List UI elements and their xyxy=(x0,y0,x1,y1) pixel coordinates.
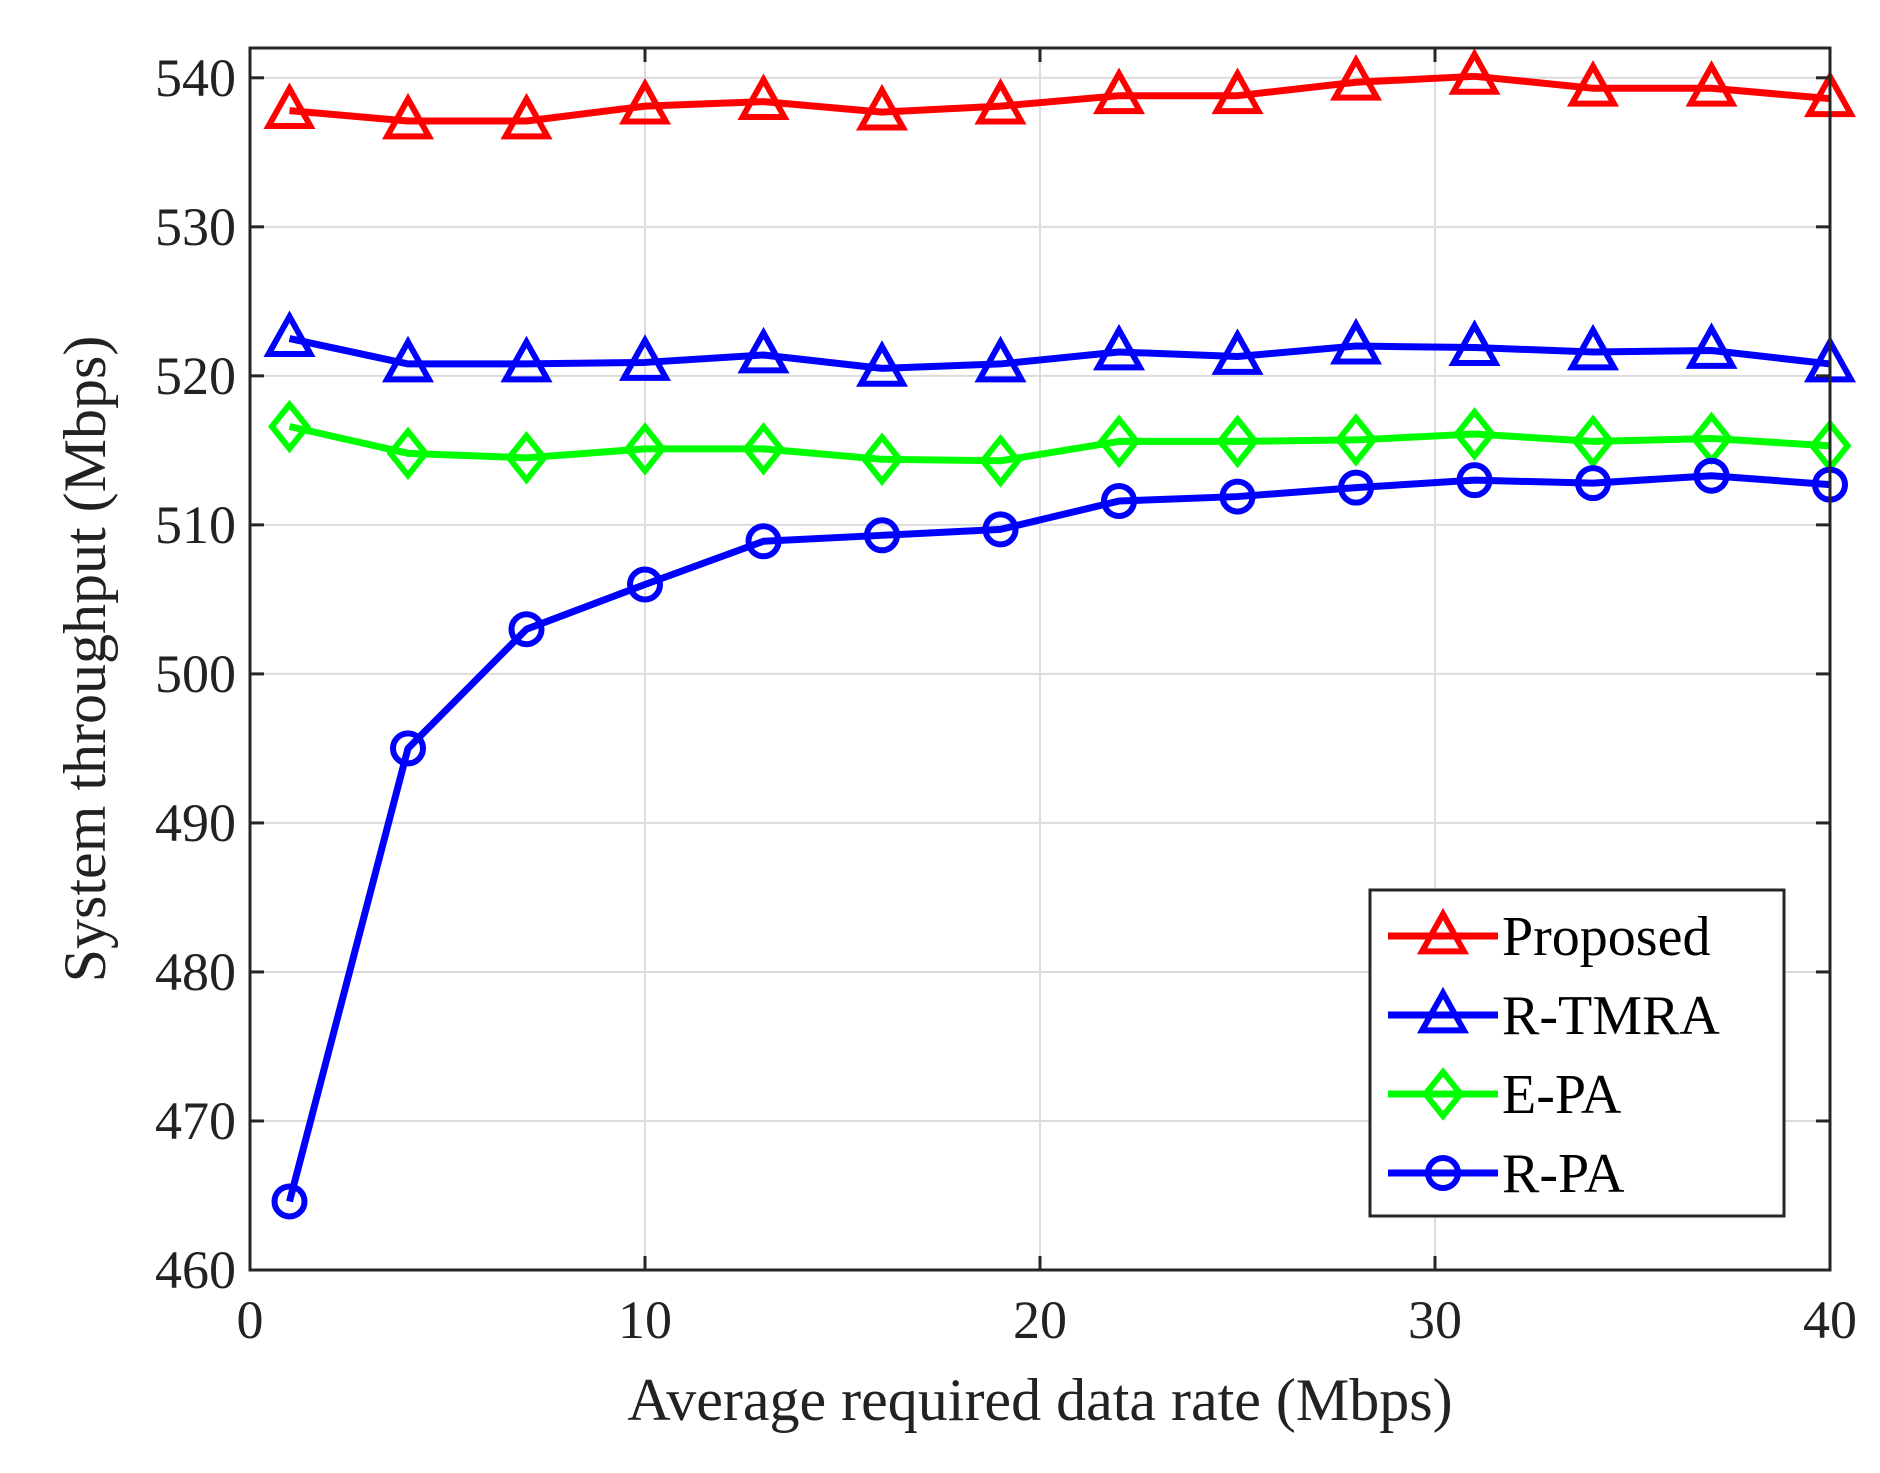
data-point xyxy=(737,326,790,374)
data-point xyxy=(618,334,672,381)
series-lines xyxy=(263,48,1857,1220)
data-point xyxy=(1685,60,1738,107)
data-point xyxy=(508,611,545,648)
y-tick-label: 520 xyxy=(155,346,236,406)
data-point xyxy=(1092,67,1146,115)
data-point xyxy=(1101,483,1137,520)
x-axis-title: Average required data rate (Mbps) xyxy=(627,1367,1452,1433)
x-tick-label: 30 xyxy=(1408,1290,1462,1350)
data-point xyxy=(1334,413,1378,467)
y-axis-title: System throughput (Mbps) xyxy=(52,336,118,983)
data-point xyxy=(860,432,904,487)
data-point xyxy=(974,77,1027,125)
y-tick-labels: 460 470 480 490 500 510 520 530 540 xyxy=(155,48,236,1300)
data-point xyxy=(1566,60,1620,107)
series-line xyxy=(288,335,1831,372)
legend-marker xyxy=(1421,1067,1465,1121)
series-r-pa xyxy=(271,457,1848,1220)
y-tick-label: 540 xyxy=(155,48,236,108)
data-point xyxy=(1338,469,1374,506)
data-point xyxy=(974,335,1027,383)
data-point xyxy=(855,83,909,131)
data-point xyxy=(1575,465,1611,502)
data-point xyxy=(381,92,435,140)
y-tick-label: 490 xyxy=(155,793,236,853)
data-point xyxy=(1329,54,1383,101)
data-point xyxy=(737,73,790,121)
data-point xyxy=(979,433,1022,488)
data-point xyxy=(500,335,553,383)
legend-marker xyxy=(1416,907,1470,955)
data-point xyxy=(1092,323,1146,371)
data-point xyxy=(263,310,316,357)
data-point xyxy=(386,426,430,481)
series-line xyxy=(286,472,1831,1203)
data-point xyxy=(855,340,909,387)
data-point xyxy=(1097,414,1141,469)
data-point xyxy=(505,431,548,485)
data-point xyxy=(1453,407,1496,461)
y-tick-label: 470 xyxy=(155,1091,236,1151)
y-tick-label: 530 xyxy=(155,197,236,257)
legend-label: R-TMRA xyxy=(1502,985,1720,1047)
legend-box xyxy=(1368,888,1786,1218)
data-point xyxy=(618,77,672,125)
axis-ticks xyxy=(248,48,1832,1272)
data-point xyxy=(268,399,311,454)
x-tick-label: 20 xyxy=(1013,1290,1067,1350)
data-point xyxy=(742,422,785,476)
data-point xyxy=(1456,462,1493,499)
x-tick-label: 40 xyxy=(1803,1290,1857,1350)
y-tick-label: 510 xyxy=(155,495,236,555)
grid-lines xyxy=(250,48,1830,1270)
series-proposed xyxy=(263,48,1857,140)
data-point xyxy=(1219,478,1256,515)
legend-entry: E-PA xyxy=(1388,1064,1622,1126)
data-point xyxy=(381,335,435,383)
data-point xyxy=(1448,48,1501,95)
data-point xyxy=(1693,457,1730,494)
data-point xyxy=(1329,317,1383,365)
series-r-tmra xyxy=(263,310,1857,387)
y-tick-label: 480 xyxy=(155,942,236,1002)
data-point xyxy=(500,92,553,140)
y-tick-label: 500 xyxy=(155,644,236,704)
legend-entry: R-PA xyxy=(1388,1143,1625,1205)
legend-label: E-PA xyxy=(1502,1064,1622,1126)
legend-label: R-PA xyxy=(1502,1143,1625,1205)
data-point xyxy=(1571,414,1615,469)
x-tick-label: 0 xyxy=(237,1290,264,1350)
data-point xyxy=(982,511,1019,548)
data-point xyxy=(745,523,782,560)
series-e-pa xyxy=(268,399,1852,488)
data-point xyxy=(1211,67,1264,115)
data-point xyxy=(271,1183,308,1220)
legend-marker xyxy=(1425,1155,1461,1191)
data-point xyxy=(1685,322,1738,369)
data-point xyxy=(864,517,900,554)
series-line xyxy=(289,72,1831,125)
data-point xyxy=(1566,323,1620,371)
data-point xyxy=(623,422,667,476)
data-point xyxy=(627,566,663,603)
data-point xyxy=(263,82,316,129)
data-point xyxy=(1216,414,1259,469)
data-point xyxy=(1211,328,1264,375)
y-tick-label: 460 xyxy=(155,1240,236,1300)
legend: Proposed R-TMRA E-PA R-PA xyxy=(1368,888,1786,1218)
x-tick-label: 10 xyxy=(618,1290,672,1350)
legend-entry: Proposed xyxy=(1388,906,1710,968)
legend-marker xyxy=(1416,986,1470,1034)
legend-entry: R-TMRA xyxy=(1388,985,1720,1047)
data-point xyxy=(390,730,426,767)
legend-label: Proposed xyxy=(1502,906,1710,968)
data-point xyxy=(1448,319,1501,366)
x-tick-labels: 0 10 20 30 40 xyxy=(237,1290,1858,1350)
